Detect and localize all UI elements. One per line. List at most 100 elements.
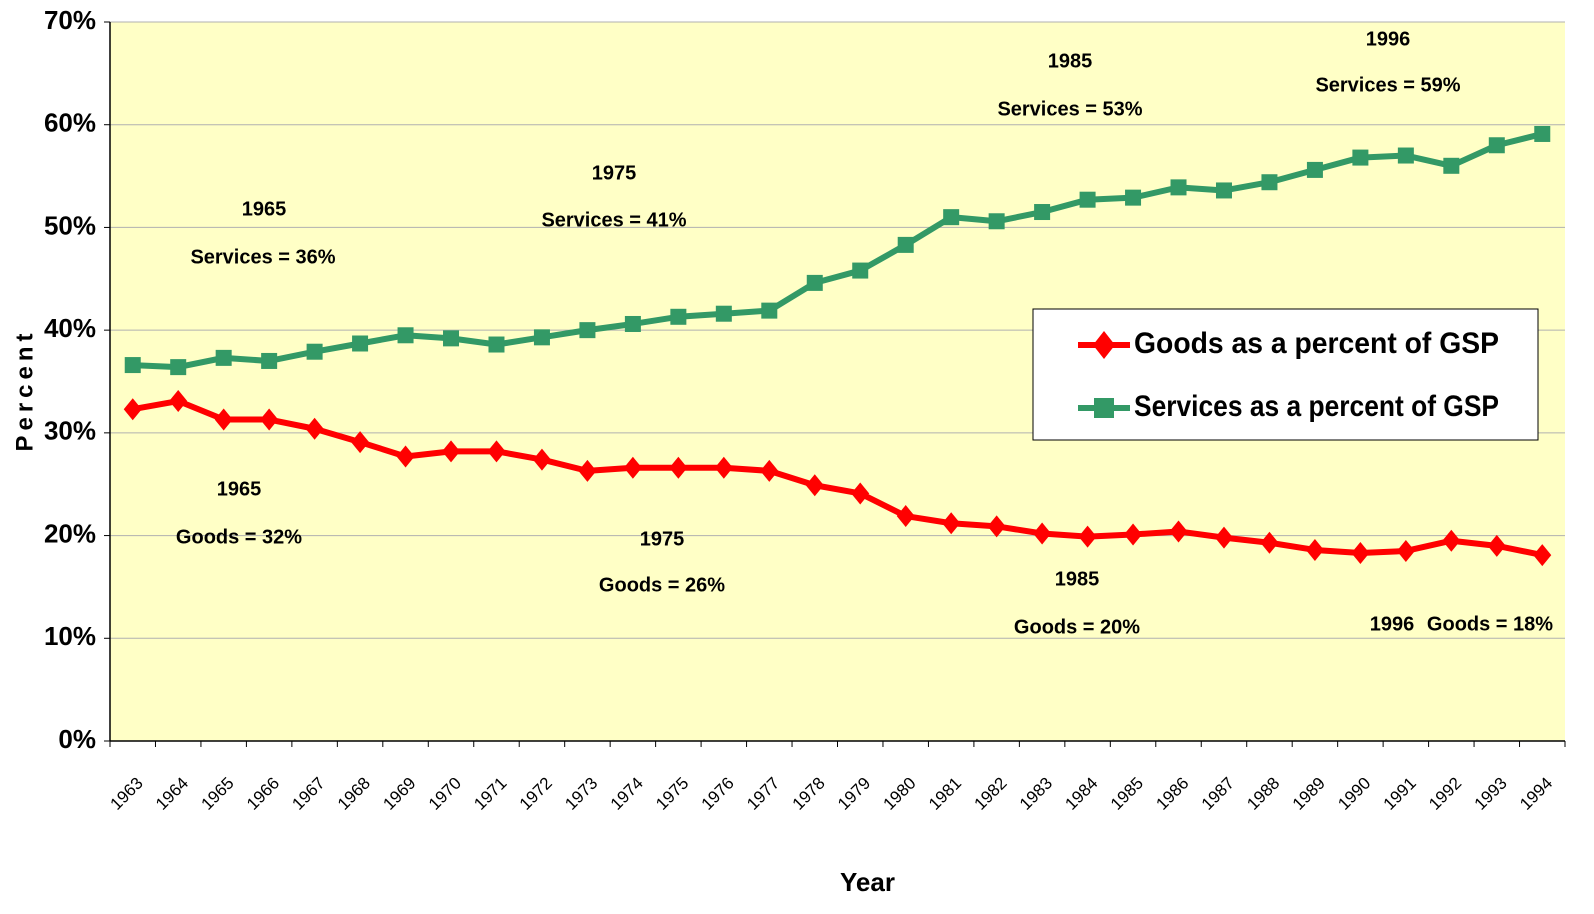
y-tick-label: 40% <box>44 313 96 343</box>
marker <box>487 440 506 463</box>
x-tick-label: 1968 <box>334 774 374 814</box>
annotation: 1985 <box>1055 568 1100 590</box>
marker <box>1124 523 1143 546</box>
marker <box>851 482 870 505</box>
x-tick-label: 1980 <box>880 774 920 814</box>
annotation: 1985 <box>1048 50 1093 72</box>
marker <box>351 431 370 454</box>
marker <box>1170 179 1187 196</box>
annotation: Goods = 32% <box>176 526 302 548</box>
marker <box>623 456 642 479</box>
y-tick-label: 60% <box>44 108 96 138</box>
x-tick-label: 1993 <box>1471 774 1511 814</box>
marker <box>715 305 732 322</box>
marker <box>305 417 324 440</box>
marker <box>761 302 778 319</box>
x-tick-label: 1982 <box>970 774 1010 814</box>
marker <box>896 505 915 528</box>
marker <box>488 336 505 353</box>
marker <box>397 327 414 344</box>
marker <box>1215 182 1232 199</box>
marker <box>942 512 961 535</box>
marker <box>624 315 641 332</box>
marker <box>532 448 551 471</box>
x-tick-label: 1967 <box>288 774 328 814</box>
marker <box>1260 531 1279 554</box>
legend-label: Services as a percent of GSP <box>1134 390 1499 423</box>
marker <box>1079 191 1096 208</box>
marker <box>1306 161 1323 178</box>
x-tick-label: 1983 <box>1016 774 1056 814</box>
x-tick-label: 1963 <box>107 774 147 814</box>
x-tick-label: 1988 <box>1243 774 1283 814</box>
x-tick-label: 1972 <box>516 774 556 814</box>
marker <box>1487 534 1506 557</box>
marker <box>1169 520 1188 543</box>
marker <box>987 515 1006 538</box>
marker <box>214 408 233 431</box>
x-tick-label: 1990 <box>1334 774 1374 814</box>
x-tick-label: 1974 <box>607 774 647 814</box>
legend-marker <box>1094 398 1114 418</box>
y-tick-label: 50% <box>44 210 96 240</box>
marker <box>306 343 323 360</box>
marker <box>396 445 415 468</box>
y-tick-label: 10% <box>44 621 96 651</box>
y-axis-title: Percent <box>11 328 38 451</box>
marker <box>169 390 188 413</box>
marker <box>1351 542 1370 565</box>
annotation: 1965 <box>217 478 262 500</box>
x-tick-label: 1978 <box>789 774 829 814</box>
marker <box>443 330 460 347</box>
x-tick-label: 1991 <box>1380 774 1420 814</box>
y-tick-label: 20% <box>44 518 96 548</box>
marker <box>1125 189 1142 206</box>
annotation: Services = 36% <box>190 246 335 268</box>
marker <box>124 357 141 374</box>
annotation: Goods = 18% <box>1427 613 1553 635</box>
marker <box>442 440 461 463</box>
marker <box>1352 149 1369 166</box>
x-tick-label: 1986 <box>1152 774 1192 814</box>
marker <box>1534 125 1551 142</box>
marker <box>760 459 779 482</box>
marker <box>1533 544 1552 567</box>
x-tick-label: 1984 <box>1061 774 1101 814</box>
x-tick-label: 1987 <box>1198 774 1238 814</box>
annotation: 1996 <box>1366 28 1411 50</box>
x-tick-label: 1981 <box>925 774 965 814</box>
annotation: Services = 41% <box>541 209 686 231</box>
annotation: Services = 53% <box>997 98 1142 120</box>
y-tick-label: 30% <box>44 416 96 446</box>
legend-box <box>1032 308 1539 441</box>
marker <box>714 456 733 479</box>
legend-marker <box>1093 331 1115 359</box>
x-tick-label: 1975 <box>652 774 692 814</box>
marker <box>579 322 596 339</box>
annotation: Services = 59% <box>1315 74 1460 96</box>
x-tick-label: 1989 <box>1289 774 1329 814</box>
marker <box>352 335 369 352</box>
marker <box>533 329 550 346</box>
x-axis-title: Year <box>840 867 895 897</box>
marker <box>1488 137 1505 154</box>
annotation: Goods = 26% <box>599 574 725 596</box>
marker <box>1261 174 1278 191</box>
marker <box>988 213 1005 230</box>
marker <box>805 474 824 497</box>
x-tick-label: 1970 <box>425 774 465 814</box>
marker <box>897 236 914 253</box>
marker <box>1397 147 1414 164</box>
marker <box>806 274 823 291</box>
marker <box>1305 538 1324 561</box>
marker <box>578 459 597 482</box>
annotation: 1975 <box>640 528 685 550</box>
marker <box>261 352 278 369</box>
y-tick-label: 70% <box>44 5 96 35</box>
x-tick-label: 1964 <box>152 774 192 814</box>
marker <box>1078 525 1097 548</box>
marker <box>170 359 187 376</box>
x-tick-label: 1985 <box>1107 774 1147 814</box>
